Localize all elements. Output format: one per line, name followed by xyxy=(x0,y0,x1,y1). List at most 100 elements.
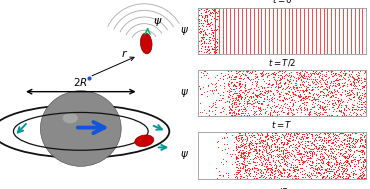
Point xyxy=(224,143,230,146)
Point xyxy=(195,10,201,13)
Point xyxy=(233,87,239,90)
Point xyxy=(266,78,272,81)
Point xyxy=(249,167,255,170)
Point xyxy=(263,136,269,139)
Point xyxy=(241,105,247,108)
Point xyxy=(332,156,337,159)
Point xyxy=(235,110,241,113)
Point xyxy=(209,88,215,91)
Point xyxy=(202,14,208,17)
Point xyxy=(337,71,343,74)
Point xyxy=(322,151,327,154)
Point xyxy=(245,69,251,72)
Point xyxy=(245,171,251,174)
Point xyxy=(290,108,296,112)
Point xyxy=(319,84,325,87)
Point xyxy=(288,98,294,101)
Point xyxy=(270,82,276,85)
Point xyxy=(348,161,354,164)
Point xyxy=(350,81,356,84)
Point xyxy=(285,85,290,88)
Point xyxy=(280,104,286,107)
Point xyxy=(228,93,233,96)
Point xyxy=(239,72,245,75)
Point xyxy=(286,74,292,77)
Point xyxy=(336,155,342,158)
Point xyxy=(238,150,244,153)
Point xyxy=(336,109,342,112)
Point xyxy=(242,81,248,84)
Point xyxy=(198,92,204,95)
Point xyxy=(228,87,233,90)
Point xyxy=(314,93,320,96)
Point xyxy=(343,95,349,98)
Point xyxy=(304,135,310,138)
Point xyxy=(277,77,283,80)
Point xyxy=(304,70,310,73)
Point xyxy=(201,108,207,111)
Point xyxy=(285,111,290,114)
Point xyxy=(357,145,363,148)
Point xyxy=(311,174,317,177)
Point xyxy=(236,139,242,142)
Point xyxy=(272,174,278,177)
Point xyxy=(330,131,336,134)
Point xyxy=(211,50,216,53)
Point xyxy=(237,84,243,87)
Point xyxy=(213,81,219,84)
Point xyxy=(250,101,256,105)
Point xyxy=(265,89,271,92)
Point xyxy=(263,82,269,85)
Point xyxy=(344,159,350,162)
Point xyxy=(211,8,217,11)
Point xyxy=(336,82,342,85)
Point xyxy=(286,137,292,140)
Point xyxy=(253,149,259,152)
Point xyxy=(304,173,310,176)
Point xyxy=(233,146,239,149)
Point xyxy=(270,156,276,160)
Point xyxy=(299,145,305,148)
Point xyxy=(198,42,204,45)
Point xyxy=(303,87,309,90)
Point xyxy=(357,169,363,172)
Point xyxy=(314,114,320,117)
Point xyxy=(347,147,353,150)
Point xyxy=(301,74,307,77)
Point xyxy=(346,156,352,159)
Point xyxy=(336,164,342,167)
Point xyxy=(316,177,322,180)
Point xyxy=(338,166,344,169)
Point xyxy=(309,166,315,169)
Point xyxy=(282,69,287,72)
Point xyxy=(233,112,239,115)
Point xyxy=(207,12,213,15)
Point xyxy=(306,173,312,176)
Point xyxy=(221,81,227,84)
Point xyxy=(359,138,365,141)
Point xyxy=(272,132,278,135)
Point xyxy=(350,115,356,118)
Point xyxy=(196,25,202,28)
Point xyxy=(320,79,326,82)
Point xyxy=(250,90,256,93)
Point xyxy=(299,142,305,145)
Point xyxy=(251,170,257,174)
Point xyxy=(311,73,317,76)
Point xyxy=(336,172,342,175)
Point xyxy=(357,69,363,72)
Point xyxy=(204,28,210,31)
Point xyxy=(252,174,258,177)
Point xyxy=(312,167,318,170)
Point xyxy=(340,176,346,179)
Point xyxy=(309,86,315,89)
Point xyxy=(349,75,355,78)
Point xyxy=(253,170,259,173)
Point xyxy=(240,165,246,168)
Point xyxy=(317,105,323,108)
Point xyxy=(258,84,264,88)
Point xyxy=(238,88,243,91)
Point xyxy=(276,149,282,152)
Point xyxy=(363,139,369,142)
Point xyxy=(225,175,231,178)
